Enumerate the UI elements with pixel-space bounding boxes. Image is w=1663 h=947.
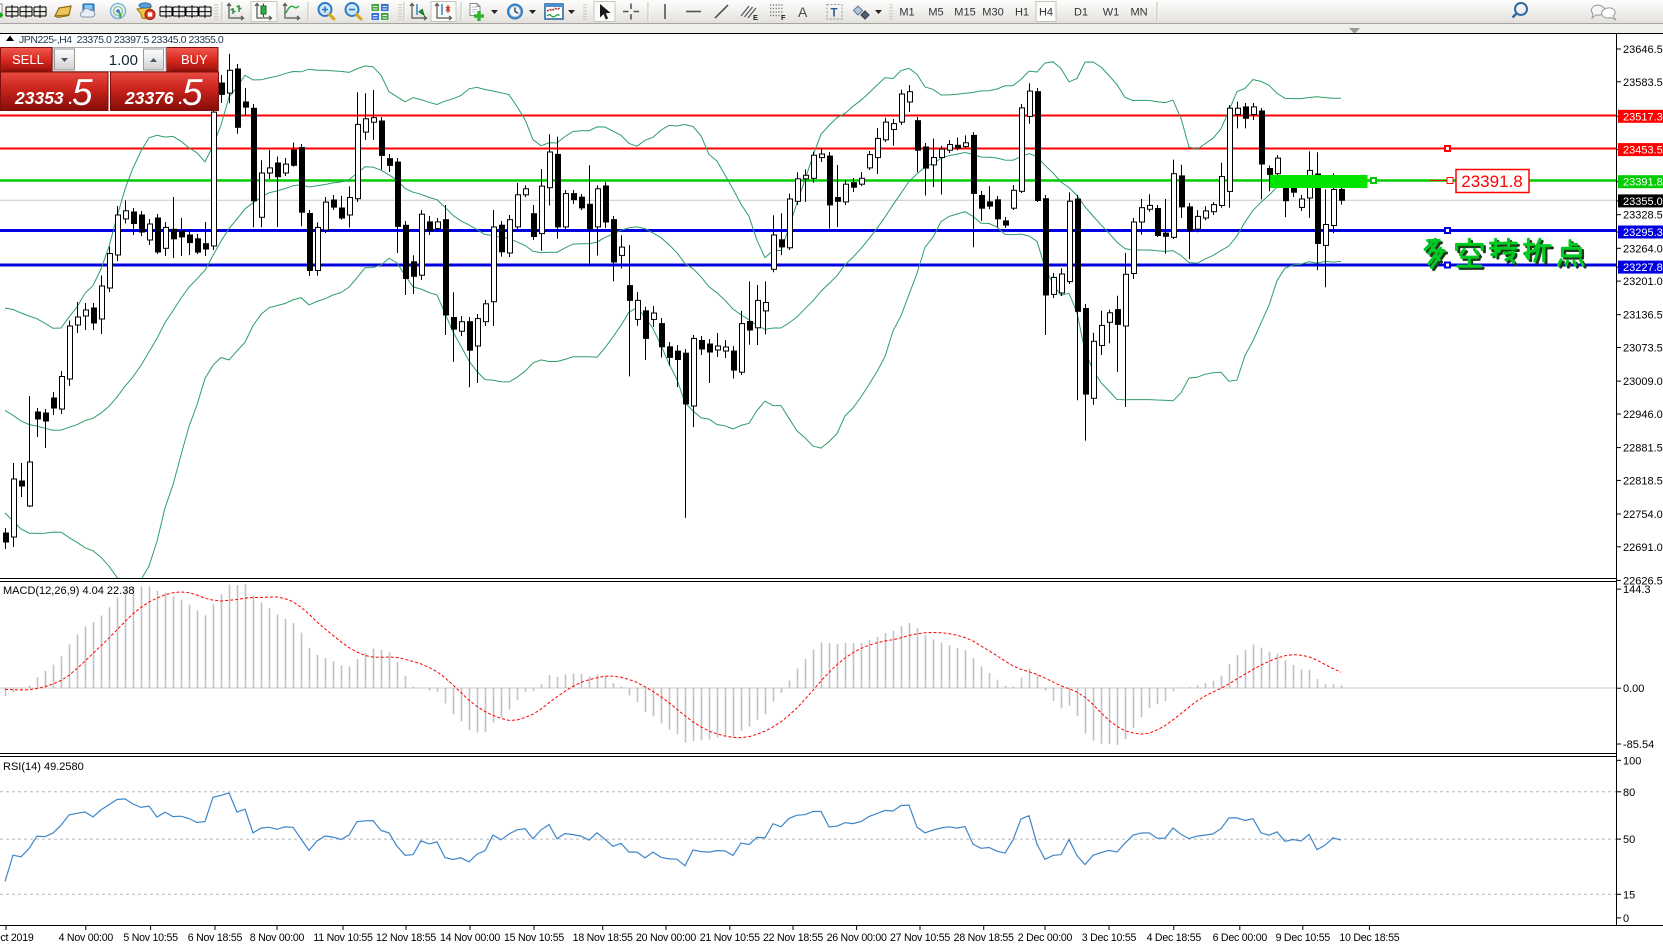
svg-text:6 Nov 18:55: 6 Nov 18:55	[188, 932, 243, 944]
svg-text:0: 0	[1623, 913, 1629, 925]
svg-text:23201.0: 23201.0	[1623, 276, 1663, 288]
svg-text:22 Nov 18:55: 22 Nov 18:55	[763, 932, 823, 944]
svg-text:3 Dec 10:55: 3 Dec 10:55	[1082, 932, 1137, 944]
svg-text:8 Nov 00:00: 8 Nov 00:00	[250, 932, 305, 944]
svg-text:27 Nov 10:55: 27 Nov 10:55	[890, 932, 950, 944]
svg-text:15: 15	[1623, 889, 1635, 901]
svg-text:0.00: 0.00	[1623, 683, 1644, 695]
svg-text:4 Dec 18:55: 4 Dec 18:55	[1147, 932, 1202, 944]
svg-text:22946.0: 22946.0	[1623, 409, 1663, 421]
svg-text:22881.5: 22881.5	[1623, 443, 1663, 455]
svg-text:6 Dec 00:00: 6 Dec 00:00	[1213, 932, 1268, 944]
svg-text:100: 100	[1623, 755, 1641, 767]
svg-text:31 Oct 2019: 31 Oct 2019	[0, 932, 34, 944]
svg-text:22754.0: 22754.0	[1623, 509, 1663, 521]
svg-text:80: 80	[1623, 787, 1635, 799]
svg-text:F: F	[781, 13, 786, 22]
svg-text:.: .	[178, 91, 182, 108]
svg-text:14 Nov 00:00: 14 Nov 00:00	[440, 932, 500, 944]
svg-text:RSI(14) 49.2580: RSI(14) 49.2580	[3, 761, 84, 773]
svg-text:H4: H4	[1039, 7, 1053, 19]
svg-text:-85.54: -85.54	[1623, 739, 1654, 751]
svg-text:23583.5: 23583.5	[1623, 77, 1663, 89]
svg-text:E: E	[753, 13, 758, 22]
svg-text:SELL: SELL	[12, 52, 44, 67]
svg-text:22626.5: 22626.5	[1623, 575, 1663, 587]
svg-text:4 Nov 00:00: 4 Nov 00:00	[59, 932, 114, 944]
svg-text:JPN225-,H4 23375.0 23397.5 23: JPN225-,H4 23375.0 23397.5 23345.0 23355…	[19, 34, 224, 46]
svg-text:M15: M15	[954, 7, 975, 19]
svg-text:.: .	[68, 91, 72, 108]
svg-text:5 Nov 10:55: 5 Nov 10:55	[123, 932, 178, 944]
svg-text:23295.3: 23295.3	[1623, 227, 1663, 239]
svg-text:10 Dec 18:55: 10 Dec 18:55	[1339, 932, 1399, 944]
svg-text:23073.5: 23073.5	[1623, 343, 1663, 355]
svg-text:5: 5	[72, 72, 93, 113]
svg-text:9 Dec 10:55: 9 Dec 10:55	[1276, 932, 1331, 944]
svg-text:28 Nov 18:55: 28 Nov 18:55	[954, 932, 1014, 944]
svg-text:MACD(12,26,9) 4.04 22.38: MACD(12,26,9) 4.04 22.38	[3, 585, 134, 597]
svg-text:23136.5: 23136.5	[1623, 310, 1663, 322]
svg-text:5: 5	[182, 72, 203, 113]
svg-text:A: A	[798, 4, 808, 20]
svg-text:23355.0: 23355.0	[1623, 196, 1663, 208]
svg-text:W1: W1	[1103, 7, 1120, 19]
svg-text:M5: M5	[928, 7, 943, 19]
svg-text:23517.3: 23517.3	[1623, 111, 1663, 123]
svg-text:M1: M1	[899, 7, 914, 19]
svg-text:23353: 23353	[14, 88, 64, 108]
svg-text:BUY: BUY	[181, 52, 208, 67]
svg-text:23328.5: 23328.5	[1623, 210, 1663, 222]
svg-text:23391.8: 23391.8	[1461, 172, 1522, 191]
svg-text:21 Nov 10:55: 21 Nov 10:55	[700, 932, 760, 944]
svg-text:23376: 23376	[124, 88, 174, 108]
svg-text:23646.5: 23646.5	[1623, 44, 1663, 56]
svg-text:11 Nov 10:55: 11 Nov 10:55	[313, 932, 373, 944]
svg-text:18 Nov 18:55: 18 Nov 18:55	[573, 932, 633, 944]
svg-text:22691.0: 22691.0	[1623, 542, 1663, 554]
svg-text:26 Nov 00:00: 26 Nov 00:00	[827, 932, 887, 944]
svg-text:23391.8: 23391.8	[1623, 177, 1663, 189]
svg-text:23264.0: 23264.0	[1623, 243, 1663, 255]
svg-text:23453.5: 23453.5	[1623, 145, 1663, 157]
svg-text:D1: D1	[1074, 7, 1088, 19]
svg-text:MN: MN	[1130, 7, 1147, 19]
svg-text:23227.8: 23227.8	[1623, 262, 1663, 274]
svg-text:12 Nov 18:55: 12 Nov 18:55	[376, 932, 436, 944]
svg-text:T: T	[831, 8, 838, 20]
svg-text:144.3: 144.3	[1623, 584, 1651, 596]
svg-text:23009.0: 23009.0	[1623, 376, 1663, 388]
svg-text:22818.5: 22818.5	[1623, 475, 1663, 487]
svg-text:50: 50	[1623, 834, 1635, 846]
svg-text:20 Nov 00:00: 20 Nov 00:00	[636, 932, 696, 944]
svg-text:M30: M30	[982, 7, 1003, 19]
svg-text:2 Dec 00:00: 2 Dec 00:00	[1018, 932, 1073, 944]
svg-text:H1: H1	[1015, 7, 1029, 19]
svg-text:15 Nov 10:55: 15 Nov 10:55	[504, 932, 564, 944]
svg-text:1.00: 1.00	[109, 52, 138, 69]
